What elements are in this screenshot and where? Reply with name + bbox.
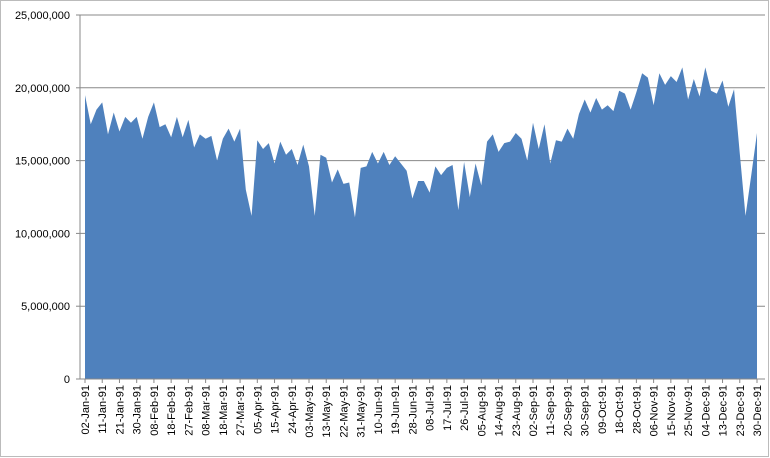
- x-tick-label: 27-Mar-91: [235, 385, 247, 436]
- x-tick-label: 08-Jul-91: [425, 385, 437, 431]
- x-tick-label: 13-May-91: [321, 385, 333, 438]
- x-tick-label: 18-Mar-91: [218, 385, 230, 436]
- x-tick-label: 13-Dec-91: [718, 385, 730, 436]
- y-tick-label: 25,000,000: [15, 10, 70, 22]
- x-tick-label: 26-Jul-91: [459, 385, 471, 431]
- x-tick-label: 24-Apr-91: [287, 385, 299, 434]
- x-tick-label: 11-Jan-91: [97, 385, 109, 434]
- x-tick-label: 30-Sep-91: [580, 385, 592, 436]
- y-tick-label: 15,000,000: [15, 156, 70, 168]
- y-tick-label: 10,000,000: [15, 228, 70, 240]
- x-tick-label: 23-Aug-91: [511, 385, 523, 436]
- x-tick-label: 09-Oct-91: [597, 385, 609, 434]
- x-tick-label: 30-Jan-91: [132, 385, 144, 435]
- x-tick-label: 19-Jun-91: [390, 385, 402, 435]
- x-tick-label: 30-Dec-91: [752, 385, 764, 436]
- x-tick-label: 25-Nov-91: [683, 385, 695, 436]
- x-tick-label: 22-May-91: [338, 385, 350, 438]
- x-tick-label: 18-Oct-91: [614, 385, 626, 434]
- x-tick-label: 02-Sep-91: [528, 385, 540, 436]
- x-tick-label: 28-Oct-91: [631, 385, 643, 434]
- x-tick-label: 21-Jan-91: [114, 385, 126, 435]
- x-tick-label: 05-Aug-91: [476, 385, 488, 436]
- x-tick-label: 20-Sep-91: [562, 385, 574, 436]
- x-tick-label: 11-Sep-91: [545, 385, 557, 436]
- x-tick-label: 05-Apr-91: [252, 385, 264, 434]
- x-tick-label: 23-Dec-91: [735, 385, 747, 436]
- area: [85, 67, 757, 380]
- x-tick-label: 02-Jan-91: [80, 385, 92, 435]
- x-tick-label: 06-Nov-91: [649, 385, 661, 436]
- x-tick-label: 27-Feb-91: [183, 385, 195, 436]
- x-tick-label: 14-Aug-91: [494, 385, 506, 436]
- y-tick-label: 20,000,000: [15, 83, 70, 95]
- x-tick-label: 10-Jun-91: [373, 385, 385, 435]
- x-tick-label: 08-Feb-91: [149, 385, 161, 436]
- x-tick-label: 31-May-91: [356, 385, 368, 438]
- x-tick-label: 15-Nov-91: [666, 385, 678, 436]
- y-tick-label: 5,000,000: [21, 301, 70, 313]
- x-tick-label: 18-Feb-91: [166, 385, 178, 436]
- x-tick-label: 08-Mar-91: [201, 385, 213, 436]
- x-tick-label: 17-Jul-91: [442, 385, 454, 431]
- x-tick-label: 03-May-91: [304, 385, 316, 438]
- x-tick-label: 04-Dec-91: [700, 385, 712, 436]
- x-tick-label: 15-Apr-91: [270, 385, 282, 434]
- x-tick-label: 28-Jun-91: [407, 385, 419, 435]
- y-tick-label: 0: [64, 374, 70, 386]
